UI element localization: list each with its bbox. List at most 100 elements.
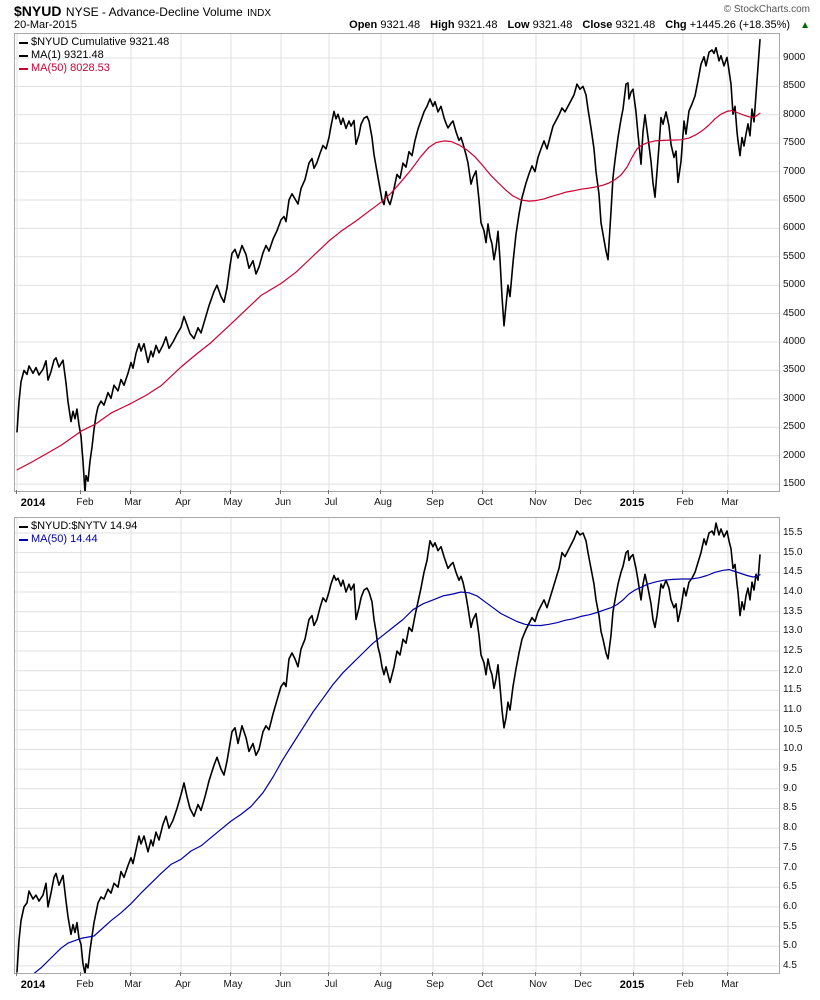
x-axis-tick [230, 490, 231, 494]
y-axis-label: 6.0 [783, 900, 797, 912]
x-axis-label: Oct [477, 979, 493, 990]
y-axis-label: 11.5 [783, 684, 802, 696]
close-label: Close [582, 19, 613, 31]
x-axis-tick [80, 972, 81, 976]
legend-swatch [19, 538, 28, 541]
y-axis-label: 12.0 [783, 664, 803, 676]
y-axis-label: 5500 [783, 250, 806, 262]
legend-swatch [19, 41, 28, 44]
x-axis-tick [328, 972, 329, 976]
y-axis-label: 11.0 [783, 704, 802, 716]
high-value: 9321.48 [457, 19, 498, 31]
x-axis-tick [535, 972, 536, 976]
legend-label: MA(50) 8028.53 [31, 62, 110, 74]
x-axis-label: Mar [124, 497, 142, 508]
price-line-chart [15, 34, 779, 491]
legend-label: $NYUD:$NYTV 14.94 [31, 520, 138, 532]
y-axis-label: 13.5 [783, 605, 803, 617]
ratio-line-chart [15, 518, 779, 973]
x-axis-label: Mar [721, 979, 739, 990]
copyright: © StockCharts.com [723, 4, 810, 15]
y-axis-label: 5.5 [783, 920, 797, 932]
legend-swatch [19, 67, 28, 70]
x-axis-tick [432, 490, 433, 494]
x-axis-label: Dec [574, 979, 592, 990]
x-axis-tick [280, 972, 281, 976]
y-axis-label: 15.5 [783, 526, 803, 538]
index-tag: INDX [247, 8, 272, 19]
x-axis-tick [380, 490, 381, 494]
y-axis-label: 10.0 [783, 743, 803, 755]
x-axis-label: Apr [175, 497, 191, 508]
x-axis-tick [280, 490, 281, 494]
symbol: $NYUD [14, 3, 62, 19]
x-axis-tick [180, 490, 181, 494]
legend-item: MA(50) 8028.53 [19, 62, 169, 75]
x-axis-tick [482, 490, 483, 494]
x-axis-tick [230, 972, 231, 976]
y-axis-label: 4000 [783, 336, 806, 348]
x-axis-label: Oct [477, 497, 493, 508]
x-axis-label: 2015 [619, 497, 645, 509]
change-label: Chg [665, 19, 687, 31]
y-axis-label: 7500 [783, 137, 806, 149]
upper-chart-legend: $NYUD Cumulative 9321.48 MA(1) 9321.48 MA(… [19, 36, 169, 75]
lower-chart-panel: $NYUD:$NYTV 14.94 MA(50) 14.44 [14, 517, 780, 974]
low-value: 9321.48 [532, 19, 573, 31]
x-axis-label: Nov [529, 979, 547, 990]
y-axis-label: 6.5 [783, 881, 797, 893]
y-axis-label: 4500 [783, 307, 806, 319]
x-axis-tick [180, 972, 181, 976]
high-label: High [430, 19, 455, 31]
legend-item: $NYUD:$NYTV 14.94 [19, 520, 137, 533]
legend-swatch [19, 54, 28, 57]
x-axis-tick [633, 972, 634, 976]
y-axis-label: 2000 [783, 449, 806, 461]
y-axis-label: 7.0 [783, 861, 797, 873]
legend-item: MA(50) 14.44 [19, 533, 137, 546]
x-axis-label: Apr [175, 979, 191, 990]
x-axis-label: Feb [676, 979, 694, 990]
x-axis-label: Jun [274, 979, 292, 990]
x-axis-tick [380, 972, 381, 976]
lower-chart-legend: $NYUD:$NYTV 14.94 MA(50) 14.44 [19, 520, 137, 546]
x-axis-label: Aug [374, 497, 392, 508]
exchange-name: NYSE - Advance-Decline Volume [65, 5, 243, 19]
x-axis-tick [580, 972, 581, 976]
y-axis-label: 6000 [783, 222, 806, 234]
x-axis-label: Sep [426, 979, 444, 990]
y-axis-label: 5.0 [783, 940, 797, 952]
x-axis-tick [328, 490, 329, 494]
change-up-icon: ▲ [800, 20, 810, 31]
x-axis-tick [535, 490, 536, 494]
change-value: +1445.26 (+18.35%) [689, 19, 791, 31]
legend-item: $NYUD Cumulative 9321.48 [19, 36, 169, 49]
y-axis-label: 10.5 [783, 723, 803, 735]
y-axis-label: 13.0 [783, 625, 803, 637]
x-axis-label: 2014 [20, 497, 46, 509]
x-axis-label: Mar [124, 979, 142, 990]
x-axis-label: 2014 [20, 979, 46, 991]
y-axis-label: 7.5 [783, 841, 797, 853]
ma50-red-line [16, 109, 761, 471]
x-axis-tick [682, 972, 683, 976]
y-axis-label: 9.5 [783, 763, 797, 775]
y-axis-label: 1500 [783, 478, 806, 490]
x-axis-label: Nov [529, 497, 547, 508]
x-axis-tick [580, 490, 581, 494]
x-axis-labels-upper: 2014 Feb Mar Apr May Jun Jul Aug Sep Oct Nov Dec 201… [0, 490, 820, 510]
x-axis-label: May [223, 497, 243, 508]
y-axis-label: 3000 [783, 392, 806, 404]
x-axis-tick [482, 972, 483, 976]
x-axis-label: Dec [574, 497, 592, 508]
y-axis-label: 8.5 [783, 802, 797, 814]
close-value: 9321.48 [615, 19, 656, 31]
x-axis-tick [80, 490, 81, 494]
ma50-blue-line [33, 568, 761, 973]
open-label: Open [349, 19, 378, 31]
y-axis-label: 7000 [783, 165, 806, 177]
x-axis-label: May [223, 979, 243, 990]
y-axis-label: 12.5 [783, 645, 803, 657]
x-axis-tick [727, 490, 728, 494]
legend-label: MA(50) 14.44 [31, 533, 98, 545]
